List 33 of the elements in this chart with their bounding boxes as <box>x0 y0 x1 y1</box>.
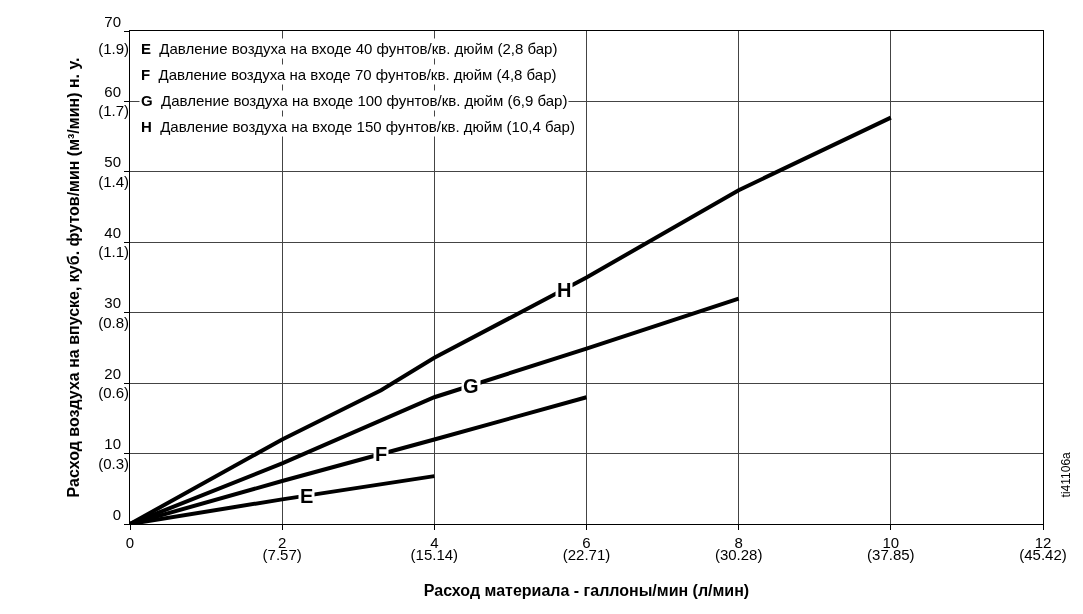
series-label: H <box>557 279 572 301</box>
y-axis-title: Расход воздуха на впуске, куб. футов/мин (м³/мин) н. у. <box>65 57 83 498</box>
series-label: E <box>300 485 314 507</box>
x-tick-label: 2 <box>278 534 287 551</box>
x-tick-label: 8 <box>734 534 743 551</box>
y2-tick-label: (1.1) <box>98 243 129 261</box>
x-tick-label: 12 <box>1034 534 1052 551</box>
annotation: H Давление воздуха на входе 150 фунтов/кв. дюйм (10,4 бар) <box>141 118 575 135</box>
text: ti41106a <box>1058 451 1073 498</box>
y-tick-label: 70 <box>104 12 121 30</box>
annotation: F Давление воздуха на входе 70 фунтов/кв. дюйм (4,8 бар) <box>141 66 557 83</box>
annotation: E Давление воздуха на входе 40 фунтов/кв. дюйм (2,8 бар) <box>141 40 558 57</box>
y2-tick-label: (1.9) <box>98 39 129 57</box>
y-tick-label: 20 <box>104 364 121 382</box>
series-label: F <box>375 443 388 465</box>
y2-tick-label: (0.8) <box>98 313 129 331</box>
x-tick-label: 6 <box>582 534 591 551</box>
y-tick-label: 10 <box>104 435 121 453</box>
y-tick-label: 30 <box>104 294 121 312</box>
y2-tick-label: (1.7) <box>98 102 129 120</box>
series-label: G <box>463 375 479 397</box>
y-tick-label: 60 <box>104 82 121 100</box>
y-tick-label: 40 <box>104 223 121 241</box>
y2-tick-label: (0.6) <box>98 384 129 402</box>
x-tick-label: 4 <box>430 534 439 551</box>
y2-tick-label: (0.3) <box>98 454 129 472</box>
y-tick-label: 50 <box>104 153 121 171</box>
x-tick-label: 10 <box>882 534 900 551</box>
x-axis-title: Расход материала - галлоны/мин (л/мин) <box>423 582 750 600</box>
annotation: G Давление воздуха на входе 100 фунтов/кв. дюйм (6,9 бар) <box>141 92 568 109</box>
y-tick-label: 0 <box>112 505 121 523</box>
x-tick-label: 0 <box>125 534 135 551</box>
y2-tick-label: (1.4) <box>98 172 129 190</box>
